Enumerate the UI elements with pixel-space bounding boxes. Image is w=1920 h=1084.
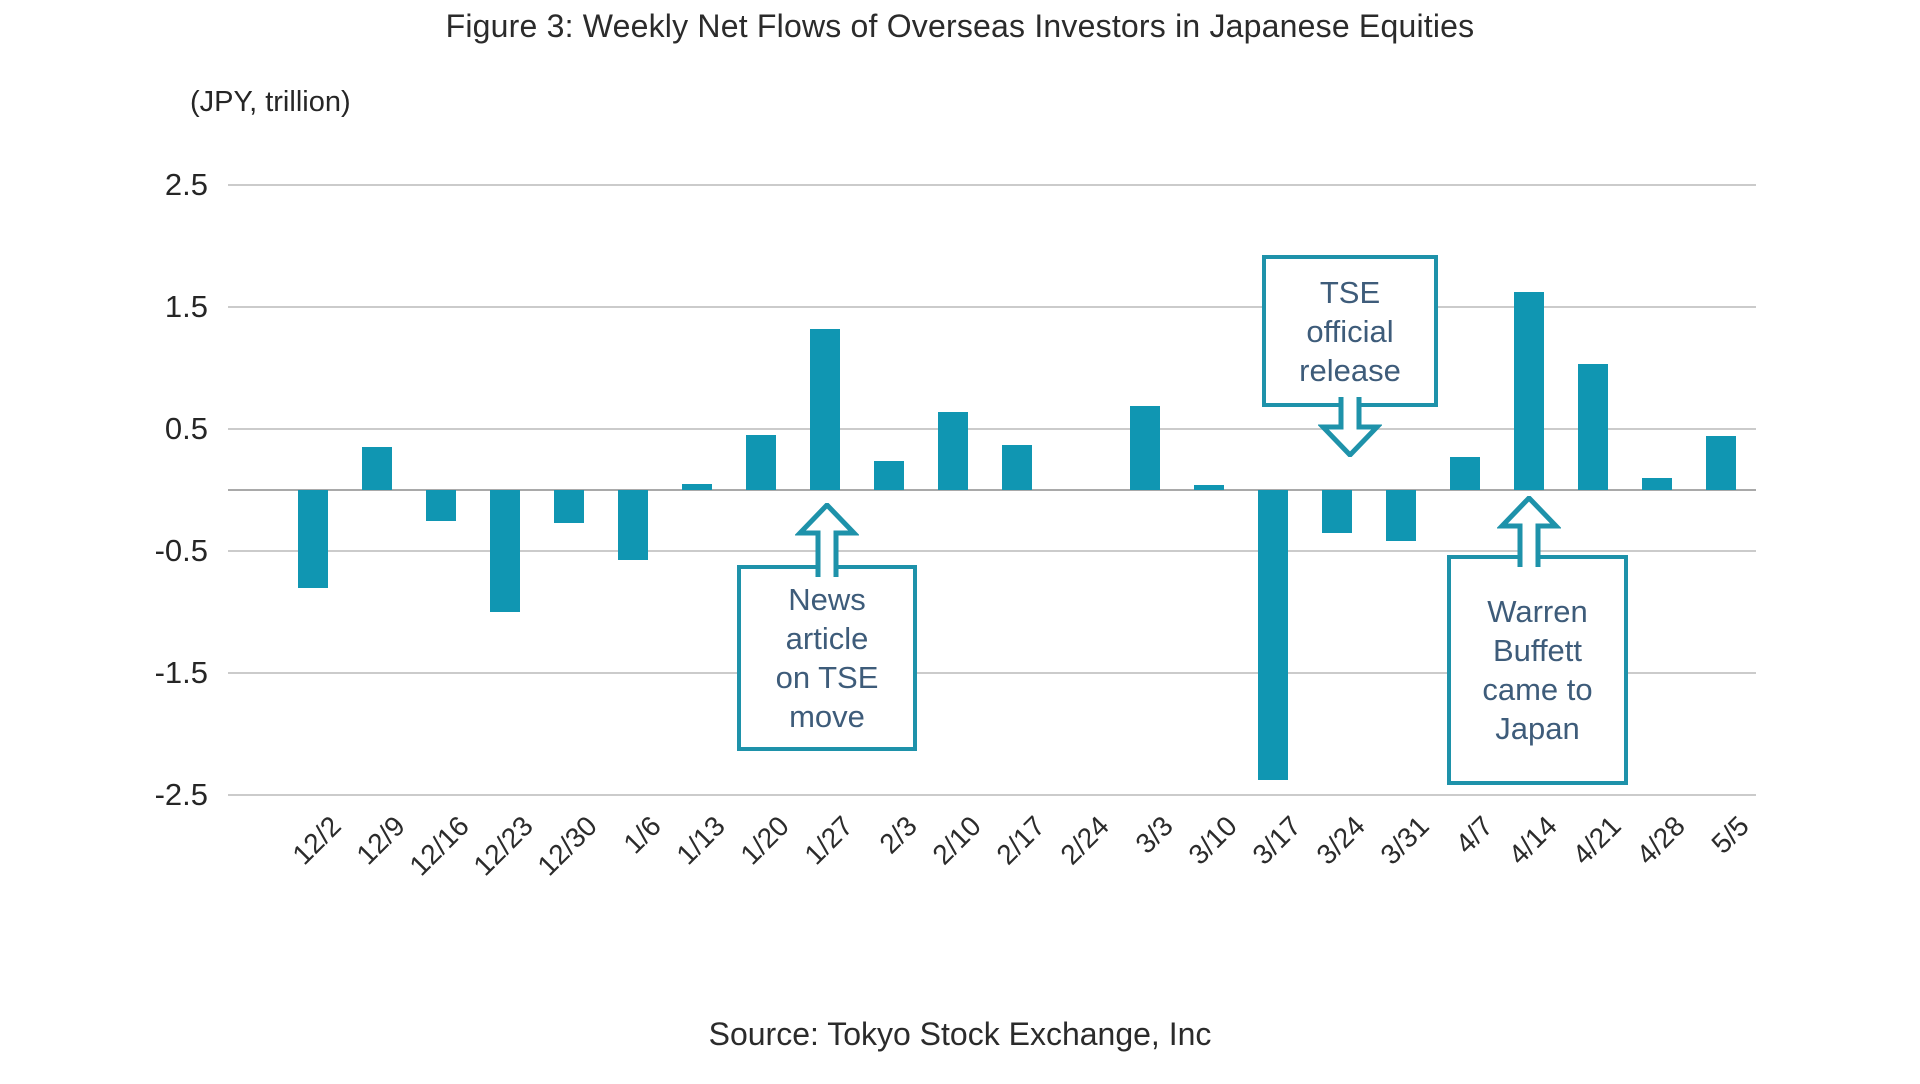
bar-3-10 [1194, 485, 1224, 490]
x-tick-label: 3/17 [1246, 810, 1307, 871]
bar-2-17 [1002, 444, 1032, 490]
annotation-text-line: release [1299, 352, 1401, 388]
bar-1-27 [810, 328, 840, 490]
x-tick-label: 2/3 [873, 810, 923, 860]
bar-3-3 [1130, 405, 1160, 490]
annotation-text-line: move [789, 699, 865, 734]
annotation-text-line: TSE [1319, 274, 1381, 310]
x-tick-label: 12/2 [286, 810, 347, 871]
annotation-text-line: came to [1482, 672, 1593, 707]
annotation-text-line: on TSE [775, 660, 879, 695]
y-tick-label: 0.5 [164, 411, 208, 446]
y-axis-units-label: (JPY, trillion) [190, 86, 351, 118]
gridline--0.5 [228, 550, 1756, 552]
bar-12-23 [490, 490, 520, 612]
annotation-box-1: TSE official release [1262, 255, 1438, 407]
annotation-text-line: Buffett [1492, 633, 1583, 668]
gridline-1.5 [228, 306, 1756, 308]
annotation-box-0: News article on TSE move [737, 565, 917, 751]
x-tick-label: 12/16 [403, 810, 475, 882]
bar-1-13 [682, 483, 712, 490]
annotation-text-line: Warren [1487, 594, 1588, 629]
y-tick-label: -2.5 [154, 777, 208, 812]
x-tick-label: 1/27 [798, 810, 859, 871]
x-tick-label: 3/31 [1374, 810, 1435, 871]
annotation-text-line: Japan [1495, 711, 1580, 746]
x-tick-label: 3/10 [1182, 810, 1243, 871]
arrow-up-icon [795, 503, 859, 577]
bar-3-31 [1386, 490, 1416, 542]
x-tick-label: 3/3 [1129, 810, 1179, 860]
bar-3-24 [1322, 490, 1352, 533]
annotation-text-line: article [785, 621, 869, 656]
x-axis-zero-line [228, 489, 1756, 491]
bar-1-20 [746, 435, 776, 490]
bar-3-17 [1258, 490, 1288, 781]
annotation-box-2: Warren Buffett came to Japan [1447, 555, 1628, 785]
arrow-down-icon [1318, 397, 1382, 457]
gridline--2.5 [228, 794, 1756, 796]
x-tick-label: 3/24 [1310, 810, 1371, 871]
x-tick-label: 4/7 [1449, 810, 1499, 860]
x-tick-label: 5/5 [1705, 810, 1755, 860]
x-tick-label: 12/9 [350, 810, 411, 871]
x-tick-label: 4/28 [1630, 810, 1691, 871]
annotation-text-line: News [788, 582, 866, 617]
gridline-0.5 [228, 428, 1756, 430]
gridline--1.5 [228, 672, 1756, 674]
source-caption: Source: Tokyo Stock Exchange, Inc [708, 1016, 1212, 1052]
x-tick-label: 2/24 [1054, 810, 1115, 871]
bar-4-14 [1514, 292, 1544, 490]
x-tick-label: 1/13 [670, 810, 731, 871]
bar-4-21 [1578, 364, 1608, 490]
bar-12-16 [426, 490, 456, 521]
x-tick-label: 12/23 [467, 810, 539, 882]
x-tick-label: 1/20 [734, 810, 795, 871]
figure-title: Figure 3: Weekly Net Flows of Overseas I… [445, 8, 1475, 44]
bar-12-30 [554, 490, 584, 523]
bar-12-9 [362, 447, 392, 490]
x-tick-label: 1/6 [617, 810, 667, 860]
y-tick-label: -1.5 [154, 655, 208, 690]
y-tick-label: 1.5 [164, 289, 208, 324]
bar-4-7 [1450, 457, 1480, 490]
x-tick-label: 4/21 [1566, 810, 1627, 871]
x-tick-label: 2/10 [926, 810, 987, 871]
bar-12-2 [298, 490, 328, 588]
annotation-text-line: official [1306, 313, 1394, 349]
x-tick-label: 4/14 [1502, 810, 1563, 871]
gridline-2.5 [228, 184, 1756, 186]
y-tick-label: -0.5 [154, 533, 208, 568]
x-tick-label: 12/30 [531, 810, 603, 882]
arrow-up-icon [1497, 496, 1561, 567]
bar-2-3 [874, 460, 904, 490]
y-tick-label: 2.5 [164, 167, 208, 202]
bar-2-10 [938, 411, 968, 490]
bar-5-5 [1706, 436, 1736, 490]
bar-1-6 [618, 490, 648, 560]
bar-4-28 [1642, 477, 1672, 490]
x-tick-label: 2/17 [990, 810, 1051, 871]
